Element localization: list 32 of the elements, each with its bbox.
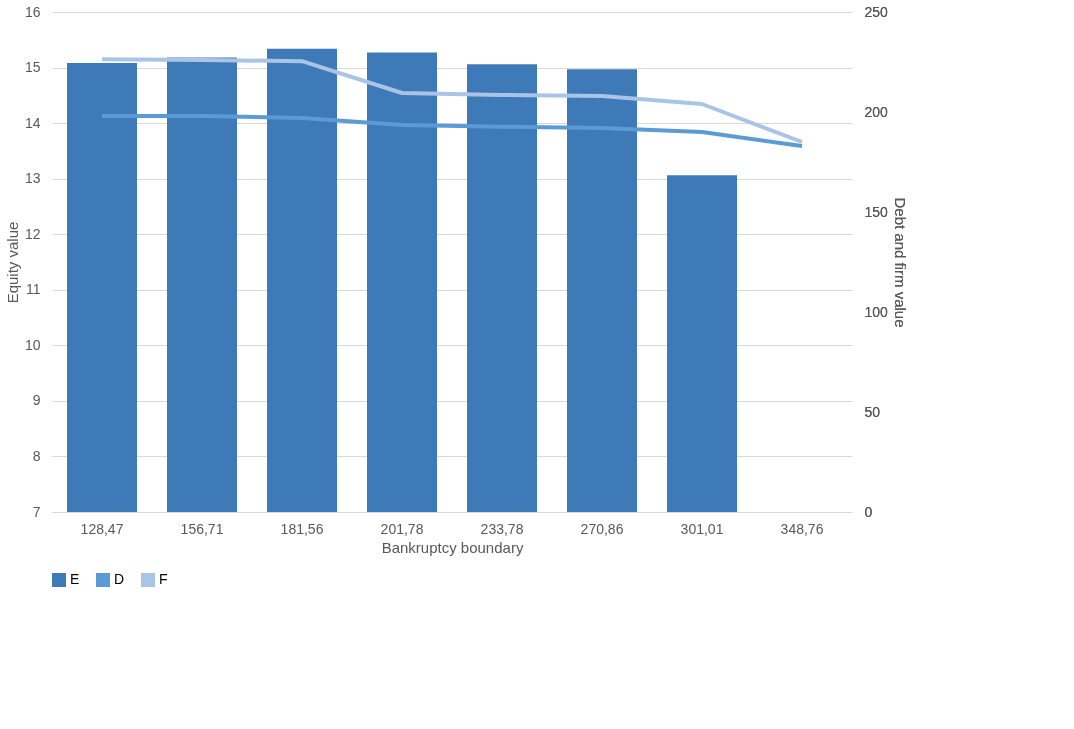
y-tick-label: 15 [24, 59, 41, 76]
x-tick-label: 233,78 [480, 520, 524, 537]
y2-tick-label: 200 [864, 103, 889, 120]
legend-label: F [159, 571, 168, 587]
y2-tick-label: 100 [864, 303, 889, 320]
y-axis-title: Equity value [3, 221, 21, 304]
y2-axis-title: Debt and firm value [891, 197, 909, 328]
y-tick-label: 7 [32, 503, 41, 520]
x-tick-label: 156,71 [180, 520, 224, 537]
line-series [100, 114, 804, 148]
legend-label: E [70, 571, 80, 587]
y-tick-label: 14 [24, 114, 41, 131]
x-tick-label: 270,86 [580, 520, 624, 537]
y2-tick-label: 150 [864, 203, 889, 220]
y-tick-label: 13 [24, 170, 41, 187]
y-tick-label: 10 [24, 336, 41, 353]
legend-label: D [114, 571, 125, 587]
line-series [100, 57, 804, 144]
x-axis-title: Bankruptcy boundary [381, 538, 524, 556]
x-tick-label: 301,01 [680, 520, 724, 537]
y2-tick-label: 250 [864, 3, 889, 20]
x-tick-label: 201,78 [380, 520, 424, 537]
x-tick-label: 348,76 [780, 520, 824, 537]
y-tick-label: 8 [32, 447, 41, 464]
y2-tick-label: 0 [864, 503, 873, 520]
x-tick-label: 181,56 [280, 520, 324, 537]
x-tick-label: 128,47 [80, 520, 124, 537]
y-tick-label: 9 [32, 392, 41, 409]
y-tick-label: 11 [25, 281, 41, 298]
y-tick-label: 12 [24, 225, 41, 242]
y-tick-label: 16 [24, 3, 41, 20]
y2-tick-label: 50 [864, 403, 881, 420]
